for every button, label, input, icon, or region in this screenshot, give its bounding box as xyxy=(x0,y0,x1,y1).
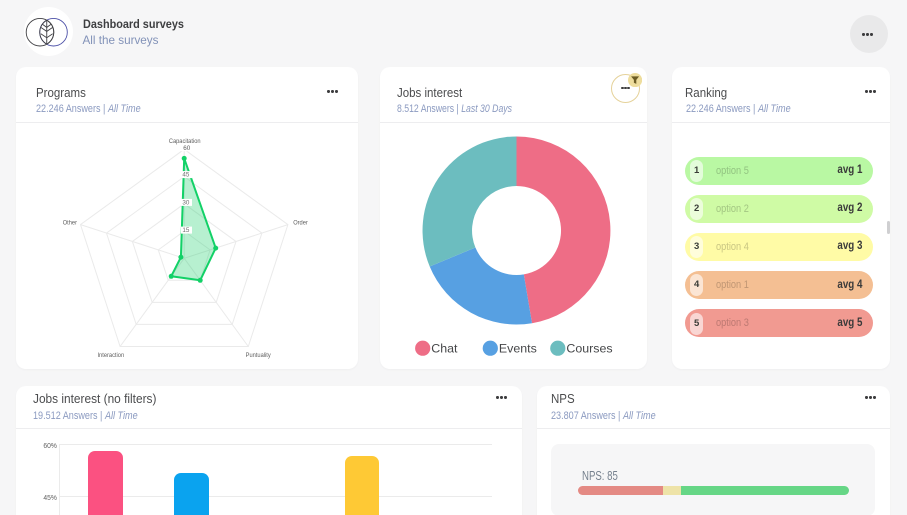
svg-text:Courses: Courses xyxy=(566,342,612,356)
svg-text:Order: Order xyxy=(293,219,308,226)
svg-text:Other: Other xyxy=(63,219,77,226)
svg-text:15: 15 xyxy=(182,227,190,234)
svg-text:Capacitation: Capacitation xyxy=(169,138,201,145)
svg-text:Interaction: Interaction xyxy=(97,351,124,358)
svg-text:Chat: Chat xyxy=(431,342,458,356)
svg-text:Puntuality: Puntuality xyxy=(246,351,272,358)
svg-text:Events: Events xyxy=(499,342,537,356)
svg-text:60: 60 xyxy=(183,145,191,152)
svg-text:30: 30 xyxy=(182,200,190,207)
svg-text:45: 45 xyxy=(182,172,190,179)
